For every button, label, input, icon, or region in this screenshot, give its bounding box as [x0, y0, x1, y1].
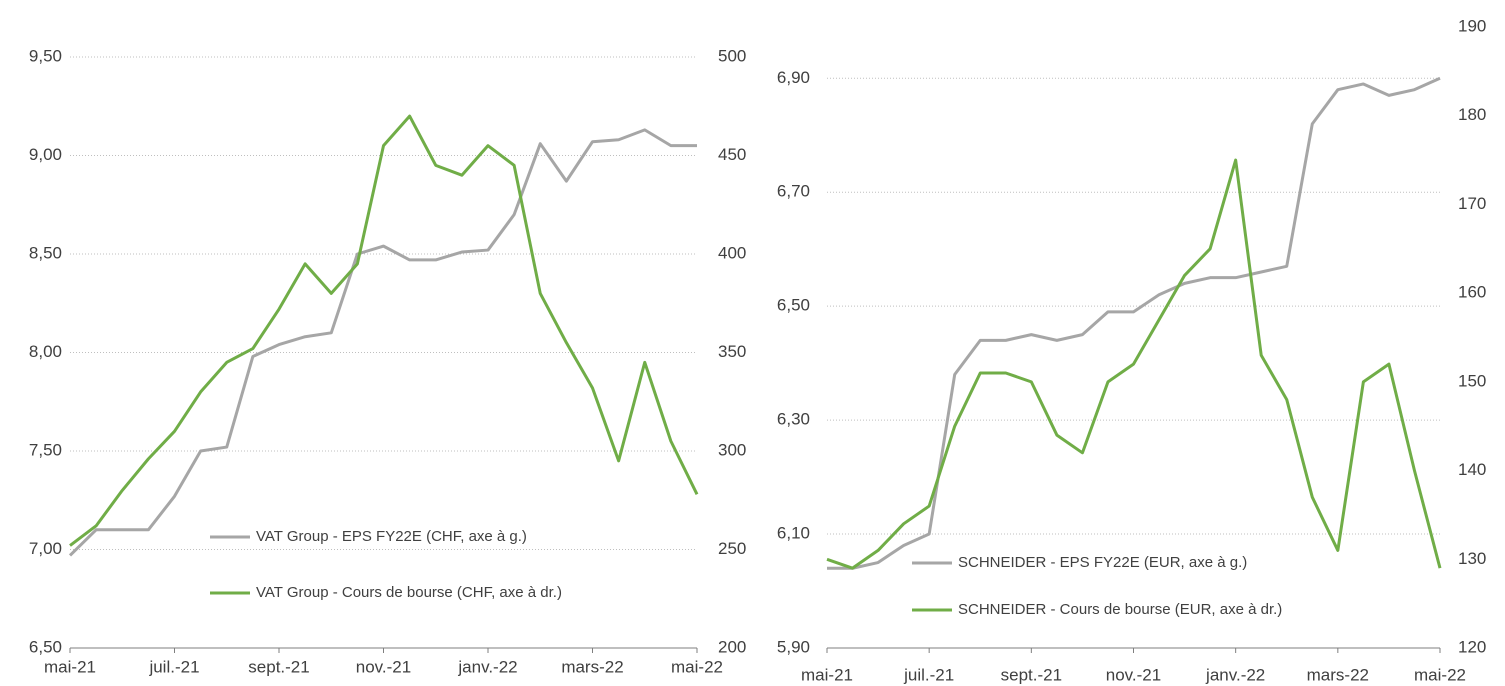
legend-label: SCHNEIDER - Cours de bourse (EUR, axe à … [958, 601, 1283, 618]
y2-tick-label: 350 [718, 342, 746, 361]
y-tick-label: 6,50 [29, 637, 62, 656]
y-tick-label: 6,30 [777, 410, 810, 429]
y-tick-label: 5,90 [777, 637, 810, 656]
y-tick-label: 6,50 [777, 296, 810, 315]
y-tick-label: 9,00 [29, 145, 62, 164]
x-tick-label: mai-22 [671, 657, 723, 676]
x-tick-label: mai-21 [801, 665, 853, 684]
x-tick-label: mai-22 [1414, 665, 1466, 684]
y2-tick-label: 130 [1458, 549, 1486, 568]
y-tick-label: 9,50 [29, 46, 62, 65]
y2-tick-label: 200 [718, 637, 746, 656]
y-tick-label: 7,00 [29, 539, 62, 558]
y2-tick-label: 190 [1458, 16, 1486, 35]
x-tick-label: janv.-22 [457, 657, 517, 676]
x-tick-label: sept.-21 [248, 657, 309, 676]
y2-tick-label: 150 [1458, 371, 1486, 390]
legend-label: SCHNEIDER - EPS FY22E (EUR, axe à g.) [958, 554, 1248, 571]
x-tick-label: mars-22 [561, 657, 623, 676]
y-tick-label: 8,00 [29, 342, 62, 361]
y2-tick-label: 160 [1458, 283, 1486, 302]
x-tick-label: juil.-21 [148, 657, 199, 676]
y2-tick-label: 120 [1458, 637, 1486, 656]
y2-tick-label: 450 [718, 145, 746, 164]
x-tick-label: juil.-21 [903, 665, 954, 684]
legend-label: VAT Group - EPS FY22E (CHF, axe à g.) [256, 528, 527, 545]
series-line [826, 158, 1442, 570]
x-tick-label: janv.-22 [1205, 665, 1265, 684]
series-line [827, 76, 1441, 570]
y-tick-label: 6,90 [777, 68, 810, 87]
x-tick-label: mars-22 [1307, 665, 1369, 684]
y2-tick-label: 250 [718, 539, 746, 558]
x-tick-label: sept.-21 [1001, 665, 1062, 684]
legend-label: VAT Group - Cours de bourse (CHF, axe à … [256, 584, 562, 601]
y2-tick-label: 500 [718, 46, 746, 65]
x-tick-label: nov.-21 [1106, 665, 1161, 684]
y2-tick-label: 400 [718, 243, 746, 262]
y2-tick-label: 180 [1458, 105, 1486, 124]
series-line [68, 128, 697, 557]
y2-tick-label: 300 [718, 440, 746, 459]
y-tick-label: 8,50 [29, 243, 62, 262]
y-tick-label: 6,10 [777, 524, 810, 543]
x-tick-label: mai-21 [44, 657, 96, 676]
x-tick-label: nov.-21 [356, 657, 411, 676]
y2-tick-label: 140 [1458, 460, 1486, 479]
y2-tick-label: 170 [1458, 194, 1486, 213]
y-tick-label: 7,50 [29, 440, 62, 459]
y-tick-label: 6,70 [777, 182, 810, 201]
series-line [69, 114, 699, 547]
